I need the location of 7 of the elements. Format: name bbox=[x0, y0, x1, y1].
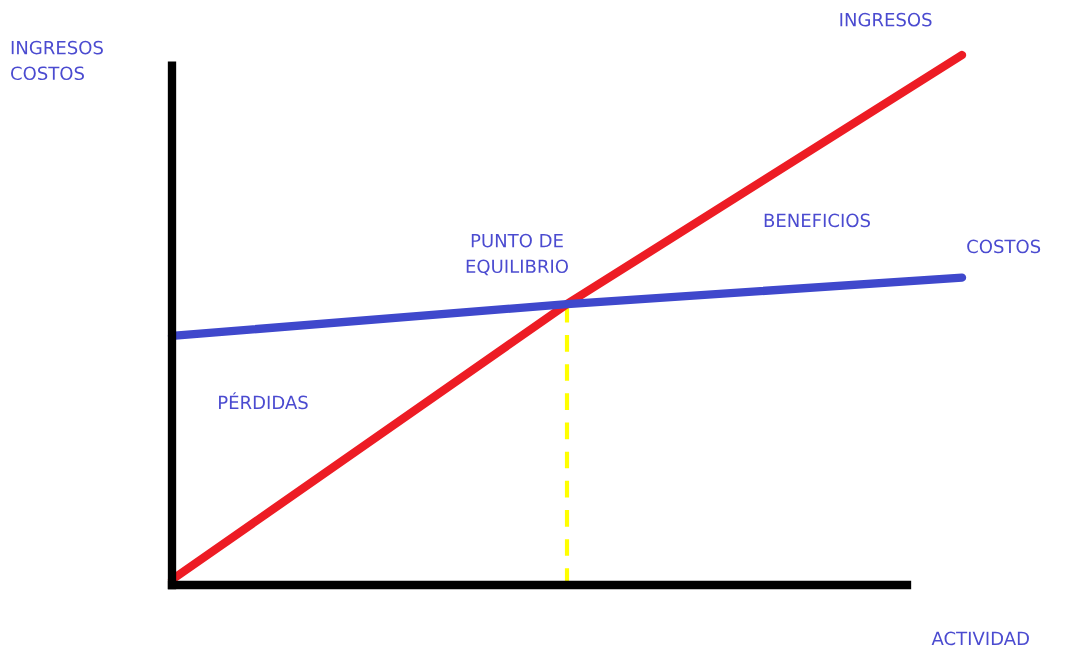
annotation: PÉRDIDAS bbox=[219, 392, 308, 410]
annotation: BENEFICIOS bbox=[764, 213, 870, 228]
text: INGRESOS bbox=[840, 12, 932, 27]
x-axis-title: ACTIVIDAD bbox=[931, 631, 1029, 646]
series-label: COSTOS bbox=[967, 239, 1041, 254]
y-axis-title: INGRESOS COSTOS bbox=[11, 40, 103, 81]
annotation: PUNTO DE EQUILIBRIO bbox=[466, 233, 568, 276]
